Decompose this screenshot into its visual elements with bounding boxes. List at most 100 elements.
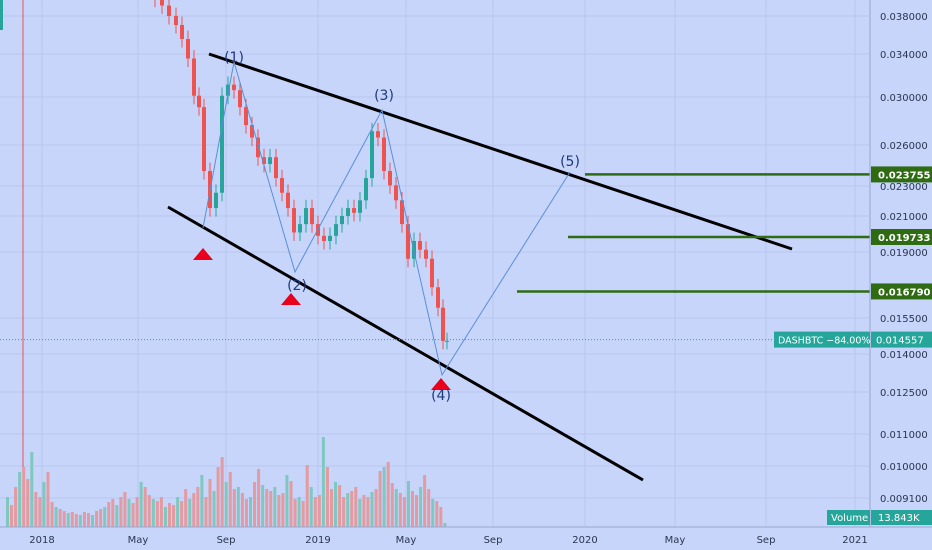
volume-bar (285, 475, 289, 527)
x-tick-label: Sep (217, 535, 236, 546)
volume-bar (200, 475, 204, 527)
wave-label: (1) (224, 50, 244, 66)
volume-bar (204, 497, 208, 527)
volume-value-text: 13.843K (878, 513, 920, 524)
volume-bar (143, 487, 147, 527)
candle-body (220, 95, 224, 193)
candle-body (358, 200, 362, 213)
volume-bar (423, 475, 427, 527)
volume-bar (151, 499, 155, 527)
volume-bar (257, 469, 261, 527)
candle-body (214, 192, 218, 209)
volume-bar (297, 497, 301, 527)
volume-bar (398, 493, 402, 527)
candle-body (346, 208, 350, 216)
volume-bar (439, 507, 443, 527)
candle-body (382, 137, 386, 171)
level-price-badge (871, 166, 932, 183)
volume-bar (176, 497, 180, 527)
volume-bar (378, 471, 382, 527)
volume-bar (249, 497, 252, 527)
symbol-badge (774, 331, 870, 348)
volume-bar (188, 499, 192, 527)
volume-bar (411, 491, 414, 527)
volume-bar (261, 485, 265, 527)
volume-bar (232, 489, 236, 527)
wave-label: (3) (374, 88, 394, 104)
volume-bar (82, 512, 86, 527)
price-badges: 0.023755 0.019733 0.016790 DASHBTC −84.00% 0… (774, 166, 932, 525)
symbol-label: DASHBTC −84.00% (778, 336, 870, 347)
volume-bar (123, 492, 127, 527)
volume-bar (265, 489, 269, 527)
candle-body (280, 178, 284, 193)
candle-body (244, 107, 248, 126)
volume-bar (305, 465, 309, 527)
candle-body (226, 84, 230, 96)
volume-bar (111, 499, 115, 527)
volume-bar (66, 513, 70, 527)
y-tick-label: 0.021000 (880, 212, 928, 223)
volume-bar (342, 497, 346, 527)
candle-body (340, 215, 344, 225)
volume-bar (390, 483, 394, 527)
candlesticks (154, 0, 449, 350)
volume-bar (78, 515, 82, 527)
y-tick-label: 0.010000 (880, 462, 928, 473)
candle-body (334, 224, 338, 236)
volume-bar (34, 492, 38, 527)
volume-bar (334, 482, 338, 527)
volume-bar (107, 502, 111, 527)
candle-body (232, 84, 236, 91)
volume-bars (6, 437, 447, 527)
y-tick-label: 0.009100 (880, 494, 928, 505)
volume-bar (321, 437, 325, 527)
price-axis[interactable]: 0.038000 0.034000 0.030000 0.026000 0.023000… (869, 0, 928, 527)
volume-bar (103, 507, 107, 527)
candle-body (436, 287, 440, 308)
volume-bar (269, 491, 273, 527)
candle-body (328, 235, 332, 241)
volume-bar (14, 487, 18, 527)
volume-bar (54, 507, 58, 527)
x-tick-label: 2019 (305, 535, 330, 546)
time-axis[interactable]: 2018 May Sep 2019 May Sep 2020 May Sep 2021 (0, 526, 932, 546)
y-tick-label: 0.015500 (880, 314, 928, 325)
volume-bar (354, 487, 358, 527)
wave-label: (5) (560, 154, 580, 170)
volume-bar (196, 487, 200, 527)
wave-path (202, 61, 571, 377)
candle-body (197, 95, 201, 108)
candle-body (202, 107, 206, 171)
volume-bar (30, 452, 34, 527)
volume-bar (402, 497, 406, 527)
volume-bar (163, 507, 167, 527)
volume-bar (370, 492, 374, 527)
volume-bar (62, 511, 66, 527)
volume-bar (301, 501, 305, 527)
x-tick-label: 2020 (572, 535, 597, 546)
y-tick-label: 0.019000 (880, 248, 928, 259)
level-price-badge-text: 0.023755 (878, 170, 931, 181)
volume-bar (394, 489, 398, 527)
volume-bar (362, 495, 366, 527)
volume-bar (115, 505, 119, 527)
candle-body (322, 235, 326, 241)
x-tick-label: 2018 (29, 535, 54, 546)
volume-bar (42, 482, 46, 527)
volume-bar (172, 505, 176, 527)
candle-body (286, 192, 290, 209)
candle-body (364, 178, 368, 201)
candle-body (418, 240, 422, 250)
candle-body (370, 131, 374, 179)
candle-body (376, 131, 380, 138)
volume-bar (346, 493, 350, 527)
volume-bar (216, 467, 220, 527)
volume-bar (253, 482, 257, 527)
pivot-triangle-marker (193, 248, 213, 260)
volume-bar (330, 489, 333, 527)
target-levels (517, 173, 870, 293)
volume-bar (22, 467, 26, 527)
volume-bar (159, 497, 163, 527)
